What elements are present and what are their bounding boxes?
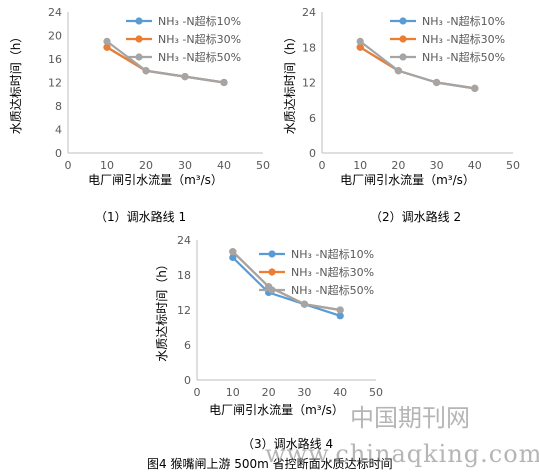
caption-chart-2: （2）调水路线 2 xyxy=(370,210,462,224)
data-point xyxy=(471,84,479,92)
legend-label: NH₃ -N超标30% xyxy=(291,265,374,279)
y-tick-label: 18 xyxy=(302,41,316,54)
x-tick-label: 50 xyxy=(369,386,383,399)
x-tick-label: 10 xyxy=(226,386,240,399)
y-tick-label: 12 xyxy=(177,304,191,317)
y-tick-label: 12 xyxy=(48,77,62,90)
data-point xyxy=(336,312,344,320)
y-tick-label: 0 xyxy=(55,147,62,160)
data-point xyxy=(181,73,189,81)
data-point xyxy=(103,37,111,45)
legend-label: NH₃ -N超标50% xyxy=(158,50,241,64)
data-point xyxy=(394,67,402,75)
legend-swatch-marker xyxy=(399,53,407,61)
y-tick-label: 8 xyxy=(55,100,62,113)
y-tick-label: 12 xyxy=(302,77,316,90)
legend-swatch-marker xyxy=(268,250,276,258)
legend-label: NH₃ -N超标10% xyxy=(422,14,505,28)
legend-label: NH₃ -N超标30% xyxy=(158,32,241,46)
x-tick-label: 20 xyxy=(139,159,153,172)
data-point xyxy=(356,43,364,51)
legend-label: NH₃ -N超标50% xyxy=(422,50,505,64)
x-axis-title: 电厂闸引水流量（m³/s） xyxy=(340,173,475,187)
y-tick-label: 24 xyxy=(48,6,62,19)
y-tick-label: 4 xyxy=(55,124,62,137)
y-tick-label: 18 xyxy=(177,269,191,282)
y-tick-label: 24 xyxy=(177,234,191,247)
series-line xyxy=(232,250,341,312)
figure-caption: 图4 猴嘴闸上游 500m 省控断面水质达标时间 xyxy=(147,457,393,471)
data-point xyxy=(103,43,111,51)
y-tick-label: 0 xyxy=(184,374,191,387)
data-point xyxy=(433,78,441,87)
y-axis-title: 水质达标时间（h） xyxy=(9,31,23,135)
y-tick-label: 16 xyxy=(48,53,62,66)
y-tick-label: 6 xyxy=(309,112,316,125)
watermark-url: www.chinaqking.com xyxy=(265,440,539,468)
x-tick-label: 40 xyxy=(333,386,347,399)
x-tick-label: 40 xyxy=(468,159,482,172)
legend-label: NH₃ -N超标30% xyxy=(422,32,505,46)
data-point xyxy=(142,67,150,75)
legend-swatch-marker xyxy=(268,286,276,294)
series-line xyxy=(232,256,341,317)
data-point xyxy=(336,306,344,314)
chart-route-1: 0 4 8 12 16 20 24 0 10 20 30 40 50 水质达标时间（h） 电厂闸引水流量（m… xyxy=(9,6,270,187)
data-point xyxy=(300,300,308,308)
legend-swatch-marker xyxy=(135,53,143,61)
data-point xyxy=(229,253,237,262)
legend-swatch-marker xyxy=(268,268,276,276)
watermark-logo-text: 中国期刊网 xyxy=(350,404,470,432)
y-tick-label: 6 xyxy=(184,339,191,352)
x-axis-title: 电厂闸引水流量（m³/s） xyxy=(209,403,344,417)
x-tick-label: 50 xyxy=(256,159,270,172)
x-tick-label: 30 xyxy=(178,159,192,172)
caption-chart-3: （3）调水路线 4 xyxy=(242,437,334,451)
x-tick-label: 30 xyxy=(297,386,311,399)
y-tick-label: 0 xyxy=(309,147,316,160)
data-point xyxy=(356,37,364,45)
series-line xyxy=(359,40,475,90)
x-tick-label: 20 xyxy=(262,386,276,399)
y-axis-title: 水质达标时间（h） xyxy=(283,31,297,135)
y-tick-label: 24 xyxy=(302,6,316,19)
x-tick-label: 50 xyxy=(506,159,520,172)
legend-swatch-marker xyxy=(399,35,407,43)
legend-swatch-marker xyxy=(399,17,407,25)
caption-chart-1: （1）调水路线 1 xyxy=(95,210,187,224)
x-tick-label: 30 xyxy=(430,159,444,172)
chart-route-4: 0 6 12 18 24 0 10 20 30 40 50 水质达标时间（h） 电厂闸引水流量（m³/s… xyxy=(155,234,383,417)
x-tick-label: 10 xyxy=(353,159,367,172)
legend-label: NH₃ -N超标50% xyxy=(291,283,374,297)
x-tick-label: 0 xyxy=(65,159,72,172)
legend-label: NH₃ -N超标10% xyxy=(158,14,241,28)
legend-swatch-marker xyxy=(135,35,143,43)
legend-swatch-marker xyxy=(135,17,143,25)
data-point xyxy=(220,78,228,87)
x-tick-label: 0 xyxy=(319,159,326,172)
x-axis-title: 电厂闸引水流量（m³/s） xyxy=(88,173,223,187)
x-tick-label: 10 xyxy=(100,159,114,172)
x-tick-label: 20 xyxy=(391,159,405,172)
x-tick-label: 0 xyxy=(194,386,201,399)
x-tick-label: 40 xyxy=(217,159,231,172)
y-tick-label: 20 xyxy=(48,30,62,43)
y-axis-title: 水质达标时间（h） xyxy=(155,258,169,362)
legend-label: NH₃ -N超标10% xyxy=(291,247,374,261)
data-point xyxy=(229,248,237,256)
chart-route-2: 0 6 12 18 24 0 10 20 30 40 50 水质达标时间（h） 电厂闸引水流量（m³/s… xyxy=(283,6,520,187)
